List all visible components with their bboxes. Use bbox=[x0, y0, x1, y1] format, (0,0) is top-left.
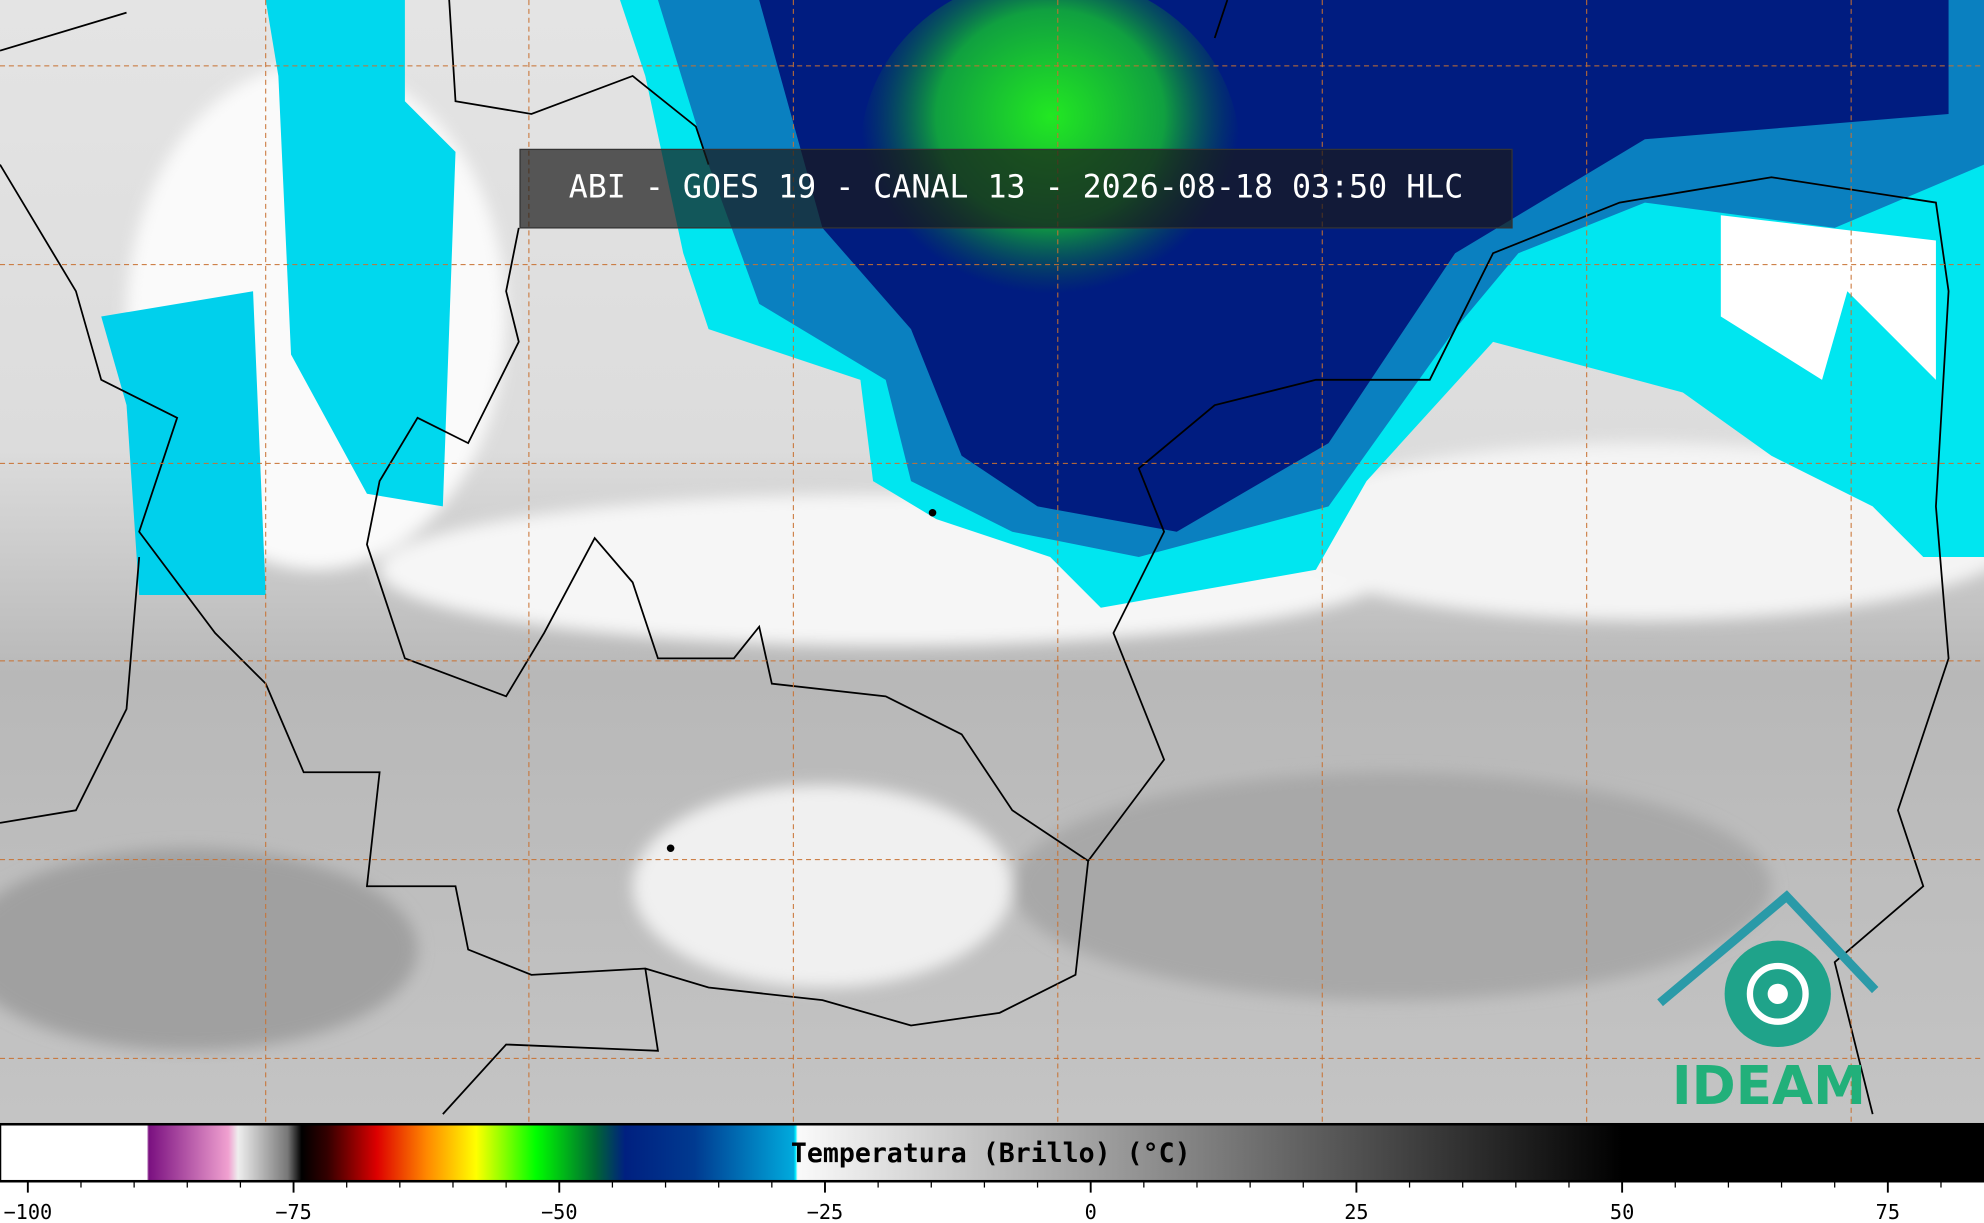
colorbar: Temperatura (Brillo) (°C) bbox=[0, 1122, 1984, 1183]
tick-label: −75 bbox=[275, 1200, 312, 1223]
city-marker bbox=[666, 844, 675, 853]
tick-label: 25 bbox=[1344, 1200, 1368, 1223]
logo: IDEAM bbox=[1657, 890, 1879, 1117]
logo-text: IDEAM bbox=[1672, 1055, 1866, 1117]
tick-label: −50 bbox=[541, 1200, 578, 1223]
title-box: ABI - GOES 19 - CANAL 13 - 2026-08-18 03… bbox=[519, 148, 1513, 229]
tick-label: 0 bbox=[1085, 1200, 1097, 1223]
title: ABI - GOES 19 - CANAL 13 - 2026-08-18 03… bbox=[569, 169, 1464, 205]
tick-label: 75 bbox=[1876, 1200, 1900, 1223]
tick-label: −25 bbox=[807, 1200, 844, 1223]
borders bbox=[0, 0, 1950, 1115]
colorbar-ticks: −100 −75 −50 −25 0 25 50 75 bbox=[3, 1181, 1942, 1223]
tick-label: −100 bbox=[3, 1200, 52, 1223]
city-marker bbox=[928, 508, 937, 517]
colorbar-label: Temperatura (Brillo) (°C) bbox=[791, 1138, 1191, 1169]
tick-label: 50 bbox=[1610, 1200, 1634, 1223]
